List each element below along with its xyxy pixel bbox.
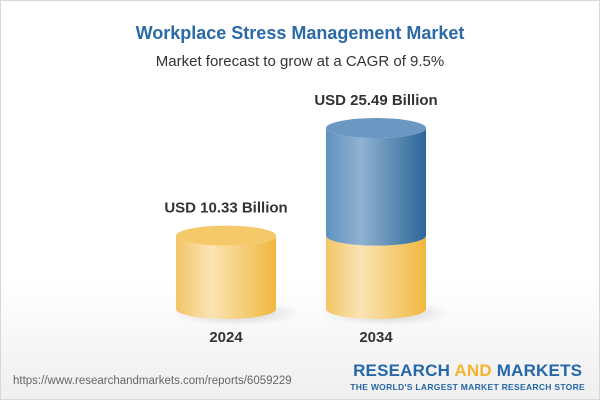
chart-subtitle: Market forecast to grow at a CAGR of 9.5… — [155, 53, 445, 70]
cylinder-top — [176, 225, 276, 246]
logo-text: RESEARCH — [353, 361, 455, 380]
bar-2034-growth — [326, 128, 426, 246]
research-and-markets-logo: RESEARCH AND MARKETS THE WORLD'S LARGEST… — [350, 361, 585, 392]
cylinder-top — [326, 118, 426, 139]
logo-text: MARKETS — [491, 361, 583, 380]
category-label: 2034 — [359, 329, 393, 346]
data-label: USD 25.49 Billion — [314, 92, 437, 109]
bar-2024 — [176, 235, 276, 319]
logo-tagline: THE WORLD'S LARGEST MARKET RESEARCH STOR… — [350, 382, 585, 392]
chart-title: Workplace Stress Management Market — [135, 23, 465, 43]
data-label: USD 10.33 Billion — [164, 200, 287, 217]
category-label: 2024 — [209, 329, 243, 346]
source-url[interactable]: https://www.researchandmarkets.com/repor… — [13, 375, 292, 387]
logo-text: AND — [454, 361, 492, 380]
bar-2034-base — [326, 235, 426, 319]
